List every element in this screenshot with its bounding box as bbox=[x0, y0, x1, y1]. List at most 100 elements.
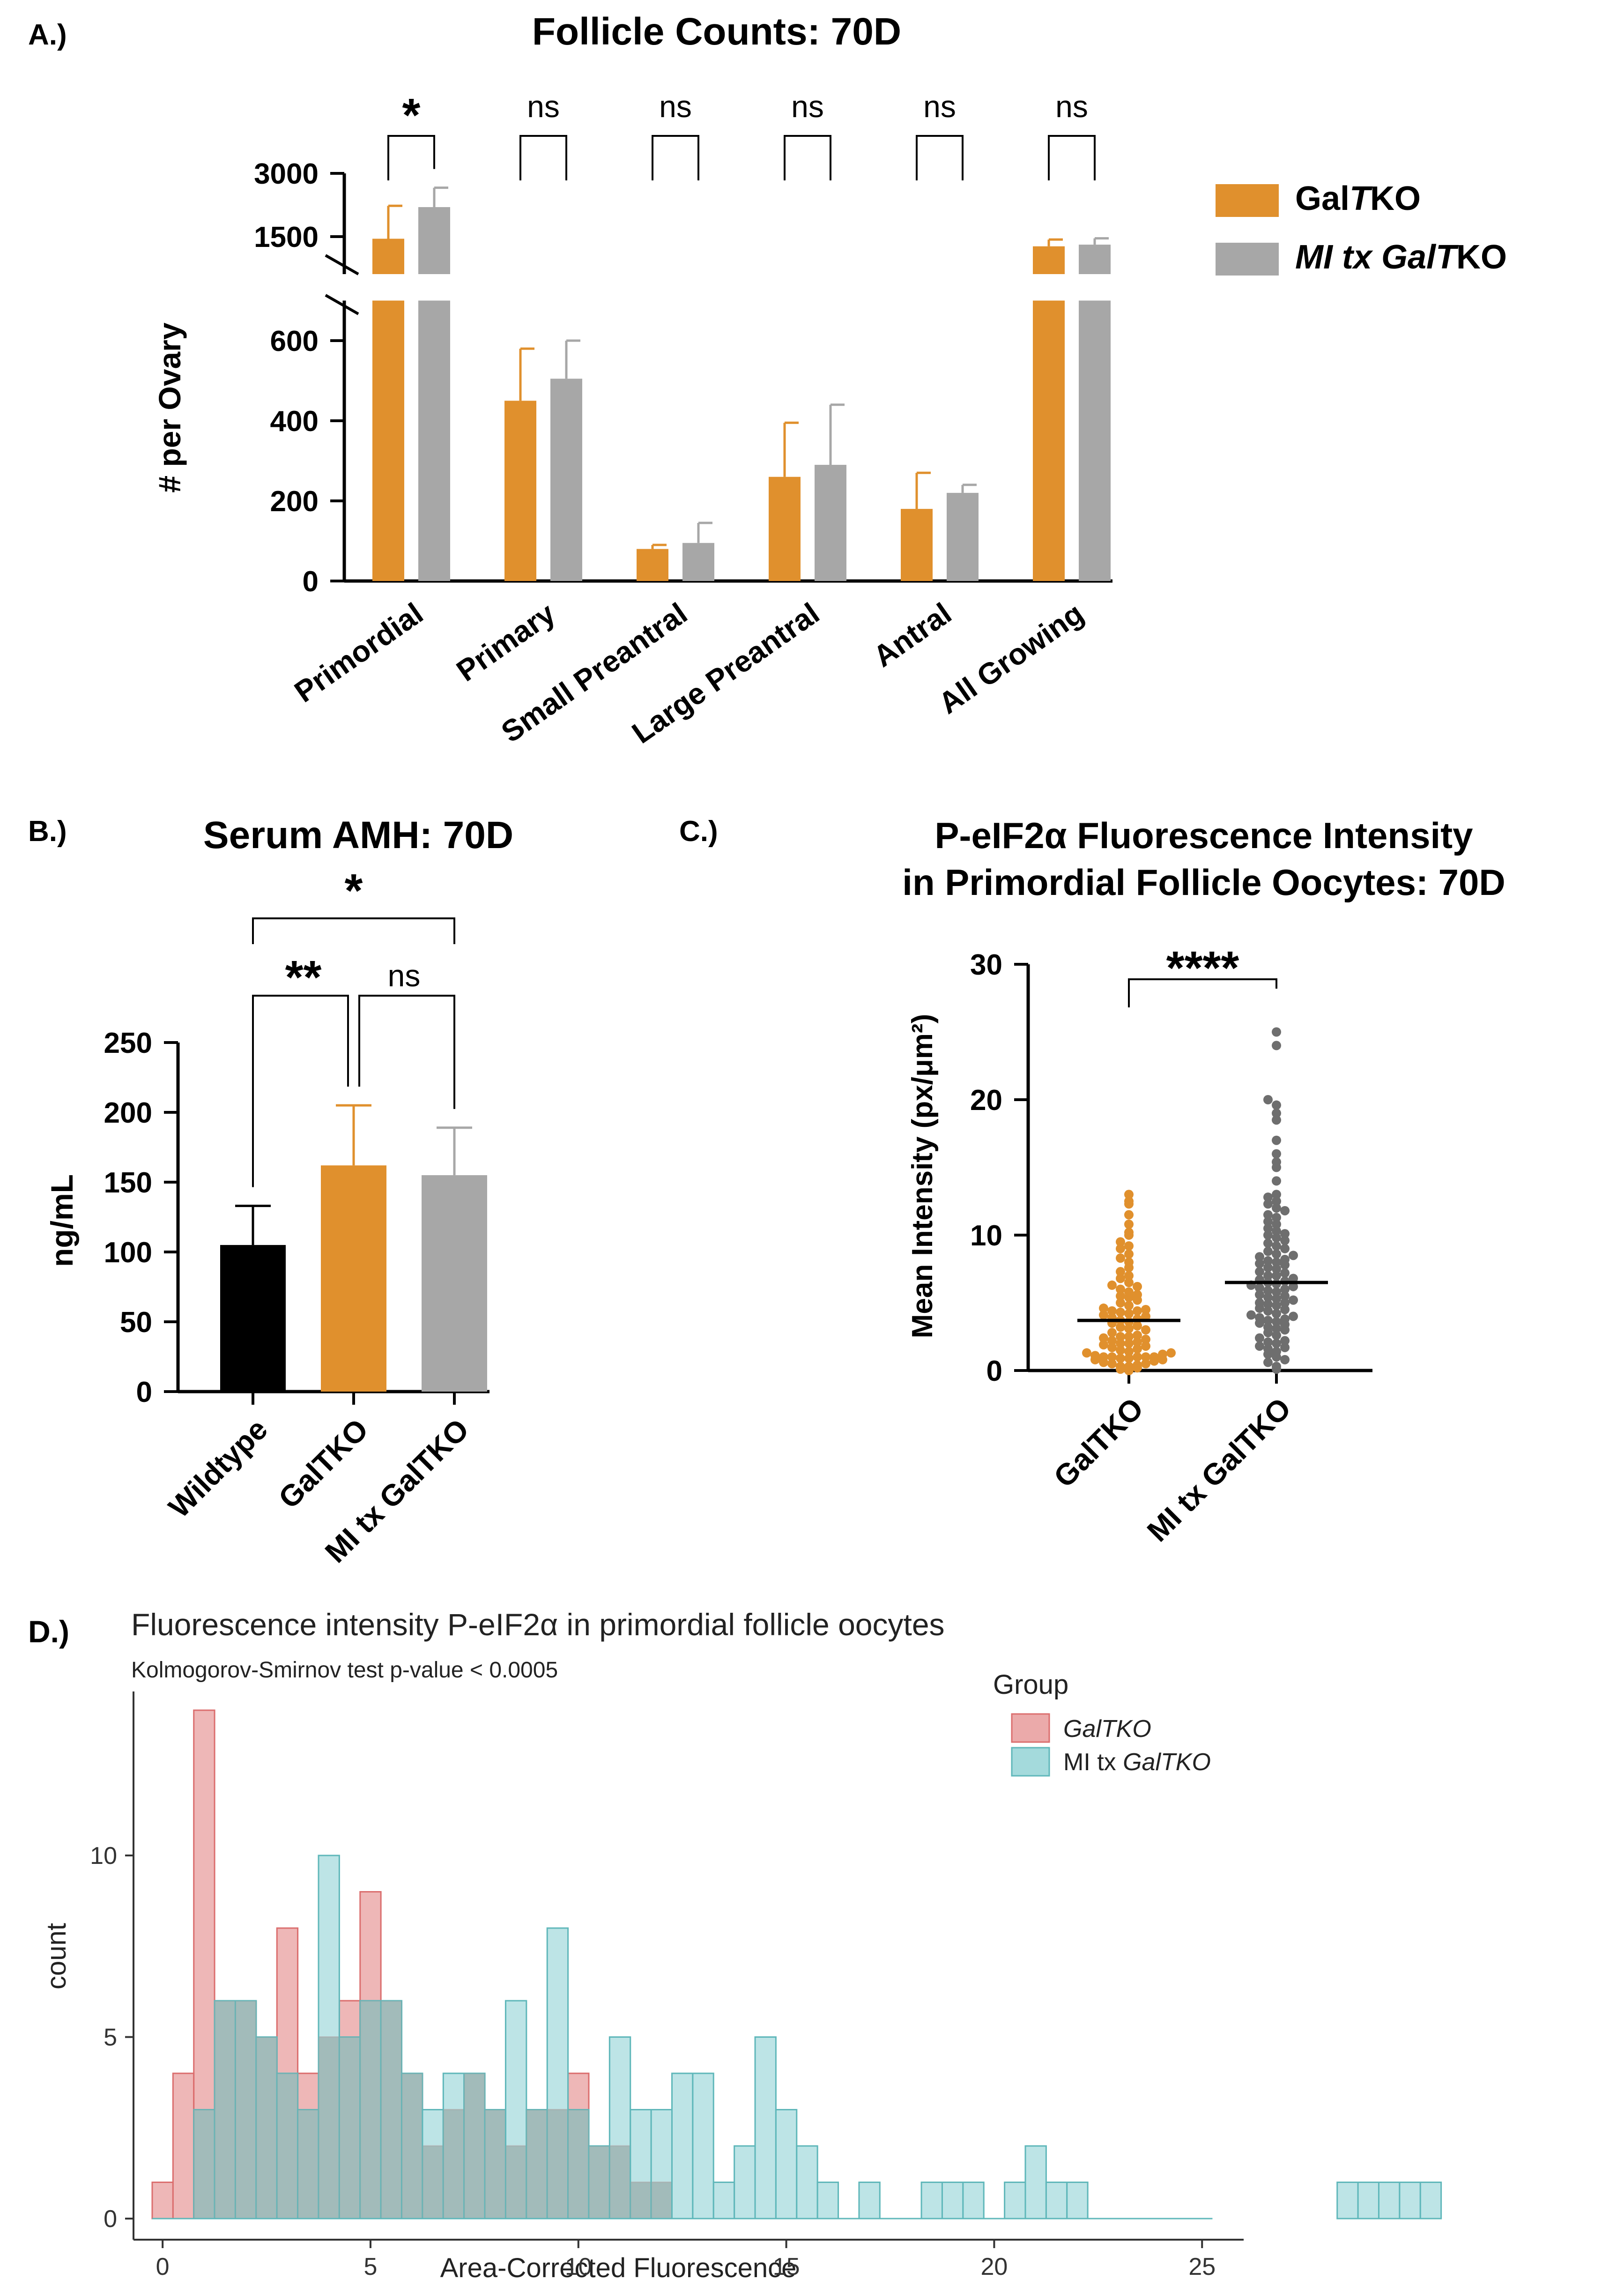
panel-c-data-point bbox=[1116, 1322, 1125, 1332]
panel-c-data-point bbox=[1280, 1284, 1290, 1294]
panel-c-data-point bbox=[1116, 1362, 1125, 1371]
panel-c-data-point bbox=[1099, 1310, 1108, 1320]
panel-c-title-line1: P-eIF2α Fluorescence Intensity bbox=[935, 815, 1473, 856]
panel-c-data-point bbox=[1263, 1095, 1273, 1104]
panel-c-data-point bbox=[1280, 1236, 1290, 1245]
panel-c-data-point bbox=[1272, 1301, 1281, 1311]
panel-b: B.) Serum AMH: 70D ng/mL 0 50 100 150 200 250… bbox=[28, 814, 513, 1569]
histogram-bar-mi-tx-galtko bbox=[734, 2145, 756, 2220]
panel-c-data-point bbox=[1272, 1339, 1281, 1348]
panel-c-data-point bbox=[1124, 1332, 1134, 1341]
panel-c-data-point bbox=[1124, 1190, 1134, 1199]
panel-d-subtitle: Kolmogorov-Smirnov test p-value < 0.0005 bbox=[131, 1658, 558, 1683]
panel-c-y-tick-label: 30 bbox=[970, 949, 1002, 981]
panel-a-legend: GalTKO MI tx GalTKO bbox=[1216, 180, 1507, 276]
panel-a-y-tick-label: 200 bbox=[270, 485, 319, 518]
panel-a-bar bbox=[815, 465, 846, 581]
panel-a-x-tick-label: All Growing bbox=[933, 596, 1090, 720]
histogram-bar-mi-tx-galtko bbox=[775, 2109, 798, 2220]
legend-swatch-mi-tx-galtko-d bbox=[1011, 1747, 1050, 1777]
panel-c-data-point bbox=[1133, 1344, 1142, 1354]
panel-c-data-point bbox=[1124, 1241, 1134, 1251]
panel-a-bar bbox=[901, 509, 933, 581]
legend-label-mi-tx-galtko-d: MI tx GalTKO bbox=[1063, 1749, 1211, 1776]
panel-c-data-point bbox=[1090, 1351, 1100, 1361]
panel-c-data-point bbox=[1255, 1313, 1264, 1323]
panel-c-data-point bbox=[1263, 1210, 1273, 1220]
panel-b-x-tick-label: GalTKO bbox=[272, 1412, 375, 1515]
panel-c-data-point bbox=[1272, 1027, 1281, 1037]
panel-c-data-point bbox=[1133, 1290, 1142, 1300]
panel-c-x-tick-label: MI tx GalTKO bbox=[1141, 1391, 1298, 1548]
panel-c-data-point bbox=[1166, 1348, 1176, 1358]
panel-b-y-tick-label: 50 bbox=[120, 1306, 152, 1339]
panel-c-data-point bbox=[1280, 1255, 1290, 1265]
legend-swatch-mi-tx-galtko bbox=[1216, 243, 1279, 276]
panel-c-data-point bbox=[1272, 1264, 1281, 1274]
panel-c-data-point bbox=[1280, 1229, 1290, 1239]
panel-a-significance-label: ns bbox=[791, 89, 824, 124]
panel-c-data-point bbox=[1272, 1157, 1281, 1167]
panel-c-data-point bbox=[1141, 1311, 1150, 1321]
panel-b-significance-label: * bbox=[345, 864, 363, 917]
histogram-bar-mi-tx-galtko bbox=[712, 2182, 735, 2220]
panel-c-data-point bbox=[1124, 1249, 1134, 1259]
histogram-bar-overlap bbox=[235, 2001, 256, 2219]
histogram-bar-overlap bbox=[651, 2182, 672, 2219]
panel-a-x-tick-label: Primary bbox=[450, 596, 561, 688]
panel-b-x-tick-label: Wildtype bbox=[162, 1412, 274, 1524]
panel-a-significance-bracket bbox=[1048, 135, 1096, 180]
panel-c-data-point bbox=[1141, 1325, 1150, 1335]
panel-a-bar bbox=[1079, 300, 1111, 581]
legend-swatch-galtko bbox=[1216, 184, 1279, 217]
panel-c-data-point bbox=[1107, 1336, 1117, 1346]
histogram-bar-overlap bbox=[193, 2109, 215, 2219]
histogram-bar-overlap bbox=[339, 2037, 360, 2219]
histogram-bar-overlap bbox=[443, 2109, 464, 2219]
panel-c-data-point bbox=[1246, 1310, 1256, 1320]
panel-c-data-point bbox=[1133, 1330, 1142, 1340]
panel-d: D.) Fluorescence intensity P-eIF2α in pr… bbox=[28, 1607, 1442, 2283]
panel-a-bar bbox=[682, 543, 714, 581]
panel-c-data-point bbox=[1255, 1252, 1264, 1262]
panel-d-title: Fluorescence intensity P-eIF2α in primor… bbox=[131, 1607, 945, 1642]
panel-c-data-point bbox=[1280, 1291, 1290, 1301]
histogram-bar-overlap bbox=[609, 2146, 630, 2219]
histogram-bar-overlap bbox=[485, 2109, 506, 2219]
panel-c-data-point bbox=[1280, 1268, 1290, 1278]
panel-c-data-point bbox=[1272, 1317, 1281, 1326]
panel-a-label: A.) bbox=[28, 19, 67, 51]
panel-c-data-point bbox=[1289, 1281, 1298, 1291]
panel-a-axis-break-mark bbox=[325, 294, 359, 315]
panel-c-data-point bbox=[1124, 1257, 1134, 1267]
panel-c-data-point bbox=[1272, 1271, 1281, 1281]
panel-c-data-point bbox=[1280, 1355, 1290, 1364]
histogram-bar-overlap bbox=[422, 2146, 444, 2219]
panel-c-data-point bbox=[1272, 1287, 1281, 1297]
panel-c-data-point bbox=[1116, 1345, 1125, 1355]
panel-c-data-point bbox=[1272, 1041, 1281, 1050]
histogram-bar-overlap bbox=[464, 2073, 485, 2219]
panel-a-bar-upper bbox=[1079, 245, 1111, 274]
panel-c-data-point bbox=[1289, 1311, 1298, 1321]
panel-b-y-axis-label: ng/mL bbox=[44, 1174, 79, 1267]
panel-c-data-point bbox=[1124, 1219, 1134, 1229]
panel-c-data-point bbox=[1124, 1301, 1134, 1311]
panel-a-bar bbox=[637, 549, 668, 581]
panel-c-data-point bbox=[1124, 1228, 1134, 1237]
panel-c-data-point bbox=[1272, 1135, 1281, 1145]
panel-c-data-point bbox=[1272, 1294, 1281, 1304]
panel-c-data-point bbox=[1272, 1115, 1281, 1125]
panel-c-data-point bbox=[1082, 1348, 1091, 1358]
panel-a-bar bbox=[504, 401, 536, 581]
panel-c-data-point bbox=[1280, 1342, 1290, 1352]
panel-c-data-point bbox=[1124, 1339, 1134, 1348]
panel-c-data-point bbox=[1116, 1307, 1125, 1317]
panel-a-bar bbox=[947, 492, 979, 581]
panel-c-data-point bbox=[1263, 1223, 1273, 1233]
panel-c-data-point bbox=[1116, 1237, 1125, 1247]
panel-c-data-point bbox=[1272, 1190, 1281, 1199]
panel-c-data-point bbox=[1141, 1334, 1150, 1344]
panel-a-bar-upper bbox=[1033, 246, 1065, 274]
